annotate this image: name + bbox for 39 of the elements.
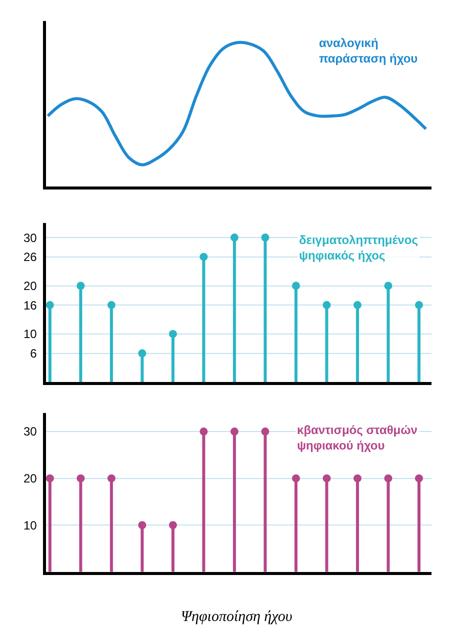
point bbox=[200, 252, 208, 261]
y-tick-label: 26 bbox=[23, 250, 38, 264]
point bbox=[76, 282, 85, 290]
series-label: δειγματοληπτημένος ψηφιακός ήχος bbox=[299, 233, 418, 263]
point bbox=[168, 330, 177, 338]
point bbox=[107, 301, 116, 310]
point bbox=[168, 521, 177, 530]
point bbox=[200, 428, 208, 436]
y-tick-label: 16 bbox=[23, 298, 38, 312]
point bbox=[292, 474, 300, 482]
point bbox=[414, 301, 423, 310]
point bbox=[322, 474, 331, 482]
point bbox=[76, 474, 85, 482]
y-tick-label: 30 bbox=[23, 230, 38, 245]
point bbox=[261, 234, 270, 242]
point bbox=[138, 521, 146, 530]
point bbox=[138, 349, 146, 358]
point bbox=[353, 301, 362, 310]
text: αναλογική παράσταση ήχου bbox=[319, 36, 418, 66]
point bbox=[230, 428, 238, 436]
point bbox=[384, 282, 392, 290]
y-tick-label: 10 bbox=[23, 327, 38, 342]
point bbox=[384, 474, 392, 482]
point bbox=[261, 428, 270, 436]
point bbox=[230, 234, 238, 242]
point bbox=[292, 282, 300, 290]
point bbox=[107, 474, 116, 482]
series-label: κβαντισμός σταθμών ψηφιακού ήχου bbox=[297, 423, 418, 453]
y-tick-label: 10 bbox=[23, 518, 38, 532]
point bbox=[46, 474, 54, 482]
text: Ψηφιοποίηση ήχου bbox=[181, 609, 292, 625]
y-tick-label: 30 bbox=[23, 424, 38, 439]
point bbox=[353, 474, 362, 482]
y-tick-label: 20 bbox=[23, 278, 38, 293]
y-tick-label: 20 bbox=[23, 472, 38, 486]
point bbox=[322, 301, 331, 310]
point bbox=[46, 301, 54, 310]
point bbox=[414, 474, 423, 482]
y-tick-label: 6 bbox=[30, 346, 38, 360]
